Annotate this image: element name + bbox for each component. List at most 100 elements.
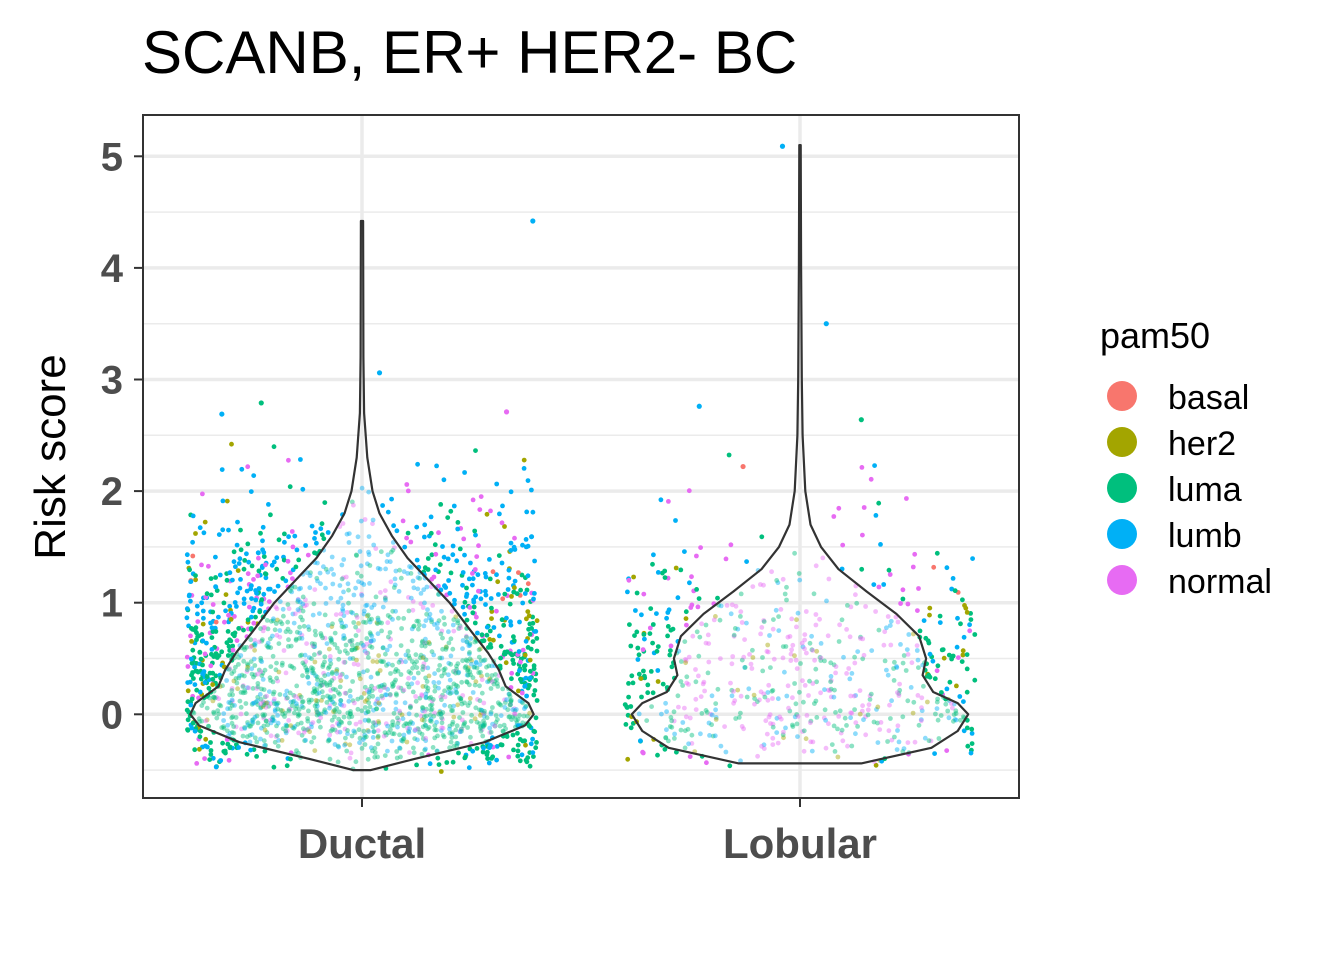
data-point	[300, 673, 305, 679]
data-point	[341, 557, 347, 562]
data-point	[473, 448, 478, 453]
data-point	[360, 737, 366, 742]
data-point	[328, 638, 334, 643]
data-point	[626, 694, 631, 700]
data-point	[512, 578, 518, 584]
data-point	[478, 728, 484, 734]
data-point	[485, 679, 490, 685]
data-point	[892, 659, 897, 665]
data-point	[268, 720, 274, 726]
data-point	[389, 496, 394, 502]
data-point	[744, 694, 750, 700]
data-point	[277, 599, 283, 604]
data-point	[505, 587, 511, 592]
data-point	[387, 692, 393, 698]
data-point	[802, 632, 808, 637]
data-point	[290, 611, 296, 617]
data-point	[349, 642, 355, 648]
data-point	[260, 704, 266, 709]
data-point	[633, 608, 638, 613]
data-point	[344, 531, 350, 537]
data-point	[495, 684, 501, 689]
data-point	[218, 758, 224, 763]
data-point	[341, 633, 347, 638]
data-point	[498, 643, 504, 649]
data-point	[523, 742, 528, 748]
data-point	[298, 605, 304, 611]
data-point	[488, 686, 494, 691]
data-point	[398, 754, 403, 760]
data-point	[655, 644, 661, 649]
data-point	[267, 689, 272, 694]
data-point	[325, 622, 331, 628]
data-point	[241, 601, 247, 606]
data-point	[794, 666, 800, 671]
data-point	[477, 507, 483, 512]
data-point	[682, 705, 687, 711]
data-point	[900, 660, 906, 666]
data-point	[320, 664, 326, 669]
data-point	[238, 653, 244, 658]
data-point	[321, 670, 326, 676]
data-point	[527, 723, 532, 729]
data-point	[200, 608, 206, 614]
y-tick-label: 5	[101, 135, 123, 179]
data-point	[283, 730, 289, 736]
data-point	[378, 590, 383, 595]
data-point	[252, 714, 258, 720]
data-point	[310, 690, 316, 696]
data-point	[489, 756, 494, 761]
data-point	[345, 710, 351, 716]
data-point	[525, 581, 531, 587]
data-point	[244, 588, 250, 594]
data-point	[302, 727, 308, 733]
data-point	[794, 712, 800, 717]
data-point	[455, 741, 461, 746]
data-point	[520, 600, 526, 606]
data-point	[377, 620, 382, 625]
data-point	[329, 678, 335, 683]
data-point	[418, 591, 424, 596]
data-point	[801, 748, 807, 754]
data-point	[272, 701, 277, 706]
data-point	[242, 673, 247, 679]
data-point	[225, 629, 231, 634]
data-point	[680, 720, 686, 725]
data-point	[351, 728, 357, 734]
data-point	[236, 561, 242, 566]
data-point	[467, 642, 473, 648]
data-point	[384, 559, 390, 564]
data-point	[331, 572, 336, 577]
data-point	[761, 619, 767, 624]
data-point	[202, 651, 208, 657]
data-point	[863, 732, 869, 738]
data-point	[366, 695, 372, 700]
data-point	[390, 662, 395, 668]
data-point	[319, 521, 325, 527]
data-point	[338, 698, 344, 703]
data-point	[527, 657, 533, 663]
data-point	[430, 603, 436, 608]
data-point	[361, 644, 367, 650]
data-point	[252, 663, 258, 668]
data-point	[497, 633, 502, 639]
data-point	[478, 596, 484, 602]
data-point	[414, 524, 420, 530]
data-point	[405, 488, 411, 494]
data-point	[346, 600, 351, 606]
data-point	[774, 578, 780, 583]
data-point	[952, 717, 958, 722]
data-point	[291, 665, 297, 671]
data-point	[965, 743, 971, 749]
data-point	[209, 625, 215, 631]
data-point	[322, 673, 328, 679]
data-point	[375, 754, 380, 760]
data-point	[802, 637, 807, 643]
data-point	[935, 696, 940, 702]
data-point	[665, 610, 671, 615]
data-point	[447, 677, 453, 683]
data-point	[287, 690, 293, 696]
data-point	[662, 568, 668, 574]
data-point	[659, 711, 664, 717]
data-point	[296, 730, 301, 736]
